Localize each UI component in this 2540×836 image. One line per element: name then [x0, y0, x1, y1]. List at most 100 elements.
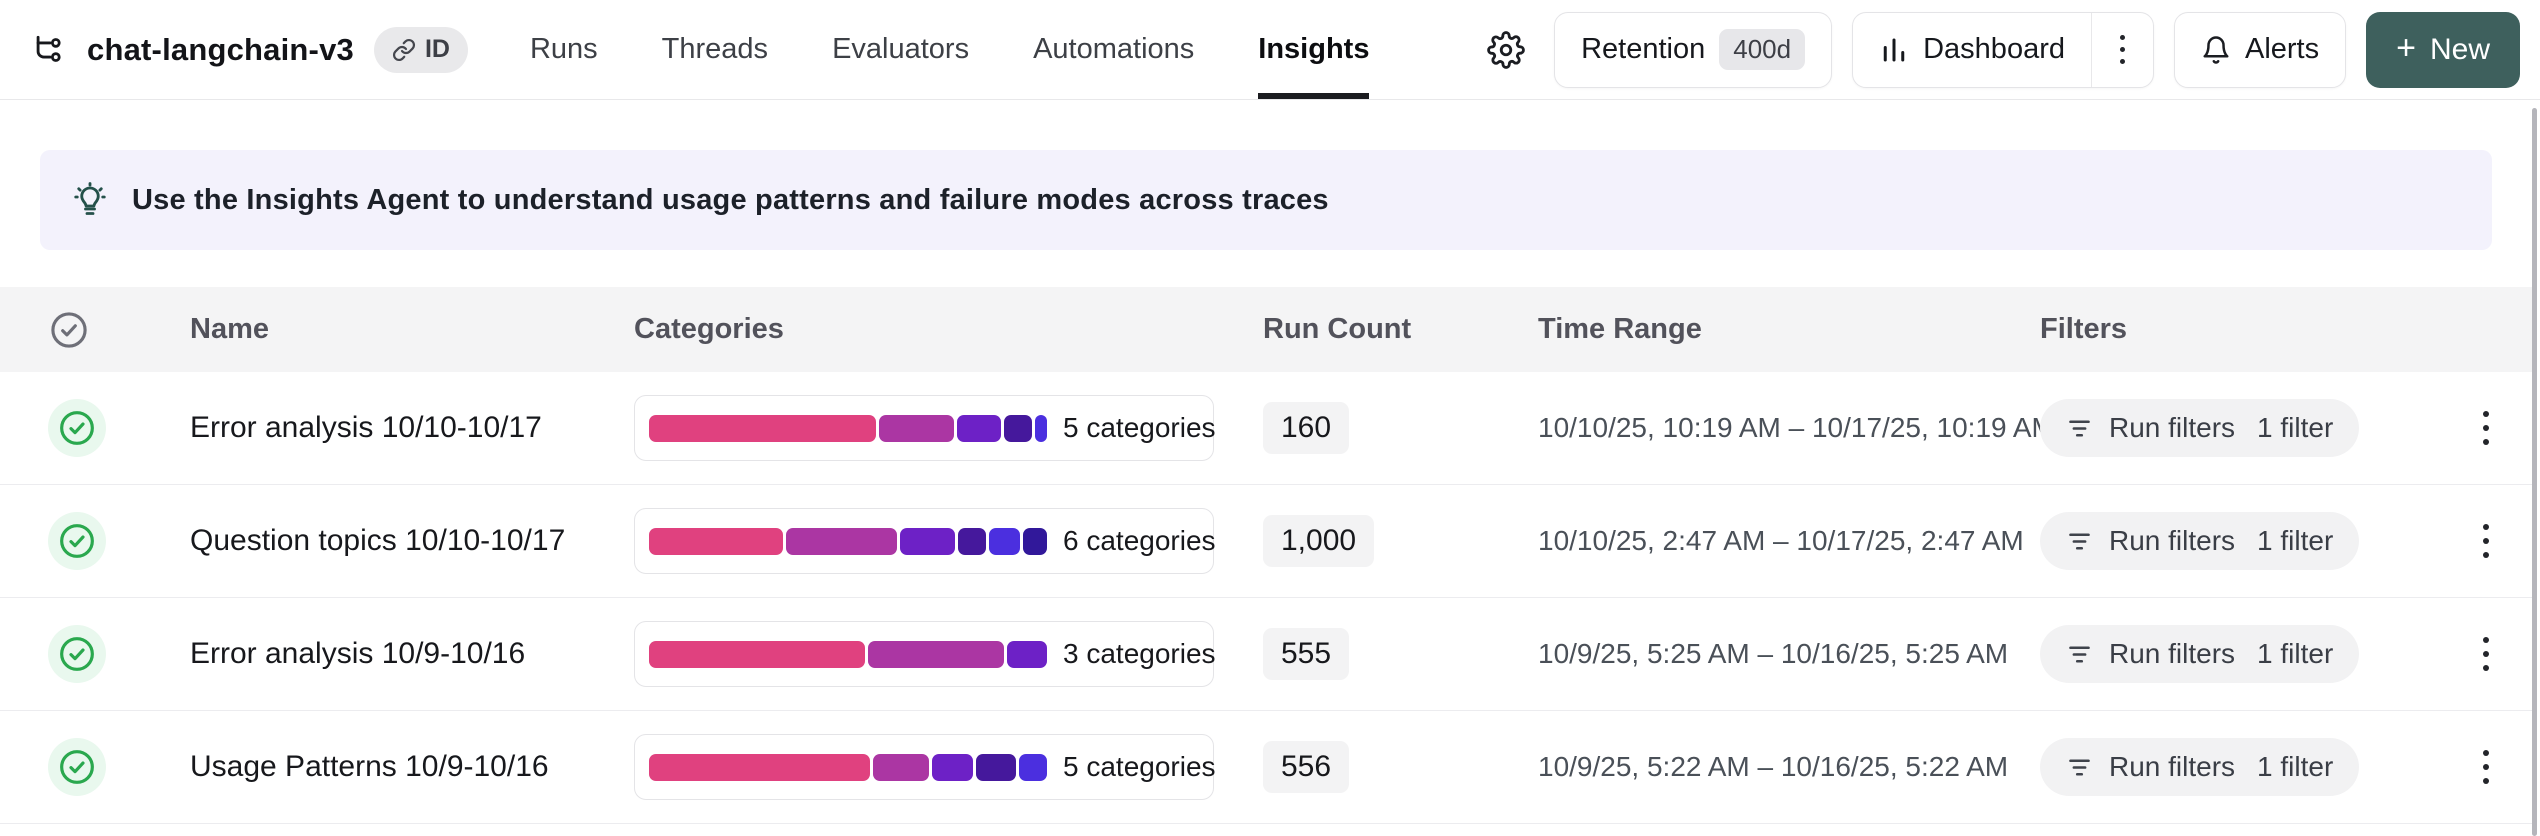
- top-navigation-bar: chat-langchain-v3 ID Runs Threads Evalua…: [0, 0, 2540, 100]
- categories-count-label: 5 categories: [1063, 412, 1216, 443]
- tab-automations[interactable]: Automations: [1033, 33, 1195, 65]
- insights-table: Name Categories Run Count Time Range Fil…: [0, 287, 2532, 824]
- category-segment: [1023, 527, 1048, 555]
- page-title: chat-langchain-v3: [87, 31, 354, 67]
- insight-name[interactable]: Usage Patterns 10/9-10/16: [190, 750, 549, 783]
- run-filters-pill[interactable]: Run filters 1 filter: [2040, 399, 2360, 457]
- category-distribution-bar: [649, 640, 1047, 668]
- filter-icon: [2069, 758, 2090, 776]
- vertical-scrollbar[interactable]: [2532, 108, 2537, 836]
- table-row[interactable]: Error analysis 10/10-10/17 5 categories …: [0, 372, 2532, 485]
- category-segment: [878, 414, 955, 442]
- retention-button[interactable]: Retention 400d: [1554, 11, 1833, 88]
- select-all-icon[interactable]: [48, 309, 90, 351]
- check-circle-icon: [60, 637, 94, 671]
- column-header-categories[interactable]: Categories: [634, 313, 784, 345]
- categories-summary[interactable]: 5 categories: [634, 734, 1216, 800]
- category-segment: [649, 640, 865, 668]
- categories-count-label: 6 categories: [1063, 525, 1216, 556]
- project-tabs: Runs Threads Evaluators Automations Insi…: [529, 0, 1370, 99]
- categories-summary[interactable]: 5 categories: [634, 395, 1216, 461]
- table-row[interactable]: Usage Patterns 10/9-10/16 5 categories 5…: [0, 711, 2532, 824]
- category-segment: [649, 414, 876, 442]
- run-count-badge: 555: [1263, 628, 1350, 680]
- run-count-badge: 160: [1263, 402, 1350, 454]
- category-segment: [868, 640, 1004, 668]
- category-segment: [975, 753, 1016, 781]
- category-segment: [1035, 414, 1047, 442]
- topbar-actions: Retention 400d Dashboard: [1478, 0, 2520, 99]
- kebab-icon: [2112, 27, 2133, 72]
- category-segment: [932, 753, 973, 781]
- alerts-button[interactable]: Alerts: [2173, 11, 2347, 88]
- categories-count-label: 3 categories: [1063, 638, 1216, 669]
- category-segment: [649, 527, 784, 555]
- column-header-name[interactable]: Name: [190, 313, 269, 345]
- run-filters-label: Run filters: [2109, 525, 2236, 556]
- alerts-label: Alerts: [2244, 33, 2320, 65]
- tab-threads[interactable]: Threads: [661, 33, 769, 65]
- status-complete-halo: [48, 512, 106, 570]
- table-row[interactable]: Error analysis 10/9-10/16 3 categories 5…: [0, 598, 2532, 711]
- run-filters-label: Run filters: [2109, 751, 2236, 782]
- run-filters-pill[interactable]: Run filters 1 filter: [2040, 512, 2360, 570]
- link-icon: [392, 38, 415, 61]
- time-range-text: 10/10/25, 2:47 AM – 10/17/25, 2:47 AM: [1538, 525, 2024, 556]
- insight-name[interactable]: Question topics 10/10-10/17: [190, 524, 566, 557]
- bell-icon: [2203, 35, 2229, 64]
- tab-insights[interactable]: Insights: [1258, 0, 1370, 99]
- column-header-time-range[interactable]: Time Range: [1538, 313, 1702, 345]
- row-menu-button[interactable]: [2475, 742, 2497, 792]
- dashboard-label: Dashboard: [1923, 33, 2065, 65]
- banner-message: Use the Insights Agent to understand usa…: [132, 183, 1329, 216]
- category-segment: [1007, 640, 1047, 668]
- table-row[interactable]: Question topics 10/10-10/17 6 categories…: [0, 485, 2532, 598]
- filter-count-label: 1 filter: [2257, 412, 2334, 443]
- id-badge-label: ID: [424, 35, 450, 63]
- categories-summary[interactable]: 6 categories: [634, 508, 1216, 574]
- retention-label: Retention: [1581, 33, 1706, 65]
- row-menu-button[interactable]: [2475, 403, 2497, 453]
- time-range-text: 10/10/25, 10:19 AM – 10/17/25, 10:19 AM: [1538, 412, 2055, 443]
- copy-id-badge[interactable]: ID: [373, 26, 468, 73]
- filter-count-label: 1 filter: [2257, 525, 2334, 556]
- check-circle-icon: [60, 750, 94, 784]
- dashboard-split-button: Dashboard: [1852, 11, 2154, 88]
- insights-agent-banner: Use the Insights Agent to understand usa…: [40, 150, 2492, 250]
- run-count-badge: 1,000: [1263, 515, 1375, 567]
- filter-count-label: 1 filter: [2257, 751, 2334, 782]
- column-header-filters[interactable]: Filters: [2040, 313, 2128, 345]
- category-segment: [899, 527, 956, 555]
- tab-runs[interactable]: Runs: [529, 33, 598, 65]
- category-segment: [786, 527, 897, 555]
- tab-evaluators[interactable]: Evaluators: [832, 33, 970, 65]
- dashboard-button[interactable]: Dashboard: [1853, 13, 2091, 87]
- filter-icon: [2069, 532, 2090, 550]
- filter-icon: [2069, 645, 2090, 663]
- bar-chart-icon: [1883, 38, 1905, 61]
- status-complete-halo: [48, 399, 106, 457]
- settings-button[interactable]: [1478, 22, 1534, 78]
- categories-summary[interactable]: 3 categories: [634, 621, 1216, 687]
- category-segment: [873, 753, 930, 781]
- category-segment: [649, 753, 871, 781]
- plus-icon: +: [2396, 29, 2416, 67]
- category-segment: [988, 527, 1021, 555]
- check-circle-icon: [60, 524, 94, 558]
- category-segment: [957, 414, 1002, 442]
- filter-icon: [2069, 419, 2090, 437]
- new-label: New: [2429, 32, 2490, 66]
- status-complete-halo: [48, 738, 106, 796]
- run-filters-label: Run filters: [2109, 638, 2236, 669]
- run-filters-pill[interactable]: Run filters 1 filter: [2040, 625, 2360, 683]
- tracing-project-icon: [36, 35, 61, 62]
- insight-name[interactable]: Error analysis 10/9-10/16: [190, 637, 526, 670]
- column-header-run-count[interactable]: Run Count: [1263, 313, 1412, 345]
- row-menu-button[interactable]: [2475, 516, 2497, 566]
- insight-name[interactable]: Error analysis 10/10-10/17: [190, 411, 542, 444]
- new-button[interactable]: + New: [2366, 11, 2520, 88]
- row-menu-button[interactable]: [2475, 629, 2497, 679]
- dashboard-menu-button[interactable]: [2090, 12, 2153, 87]
- run-filters-pill[interactable]: Run filters 1 filter: [2040, 738, 2360, 796]
- retention-value-badge: 400d: [1719, 29, 1806, 70]
